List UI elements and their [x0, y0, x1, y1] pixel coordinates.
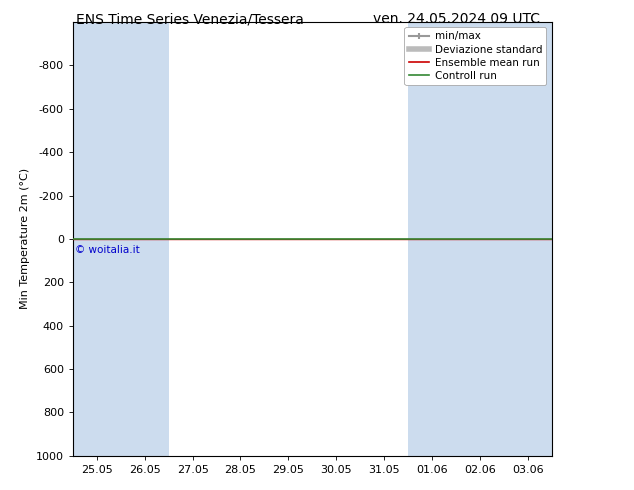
Text: ven. 24.05.2024 09 UTC: ven. 24.05.2024 09 UTC: [373, 12, 540, 26]
Bar: [408, 22, 456, 456]
Bar: [73, 22, 121, 456]
Bar: [121, 22, 169, 456]
Text: © woitalia.it: © woitalia.it: [75, 245, 140, 255]
Bar: [504, 22, 552, 456]
Legend: min/max, Deviazione standard, Ensemble mean run, Controll run: min/max, Deviazione standard, Ensemble m…: [404, 27, 547, 85]
Text: ENS Time Series Venezia/Tessera: ENS Time Series Venezia/Tessera: [76, 12, 304, 26]
Y-axis label: Min Temperature 2m (°C): Min Temperature 2m (°C): [20, 168, 30, 310]
Bar: [456, 22, 504, 456]
